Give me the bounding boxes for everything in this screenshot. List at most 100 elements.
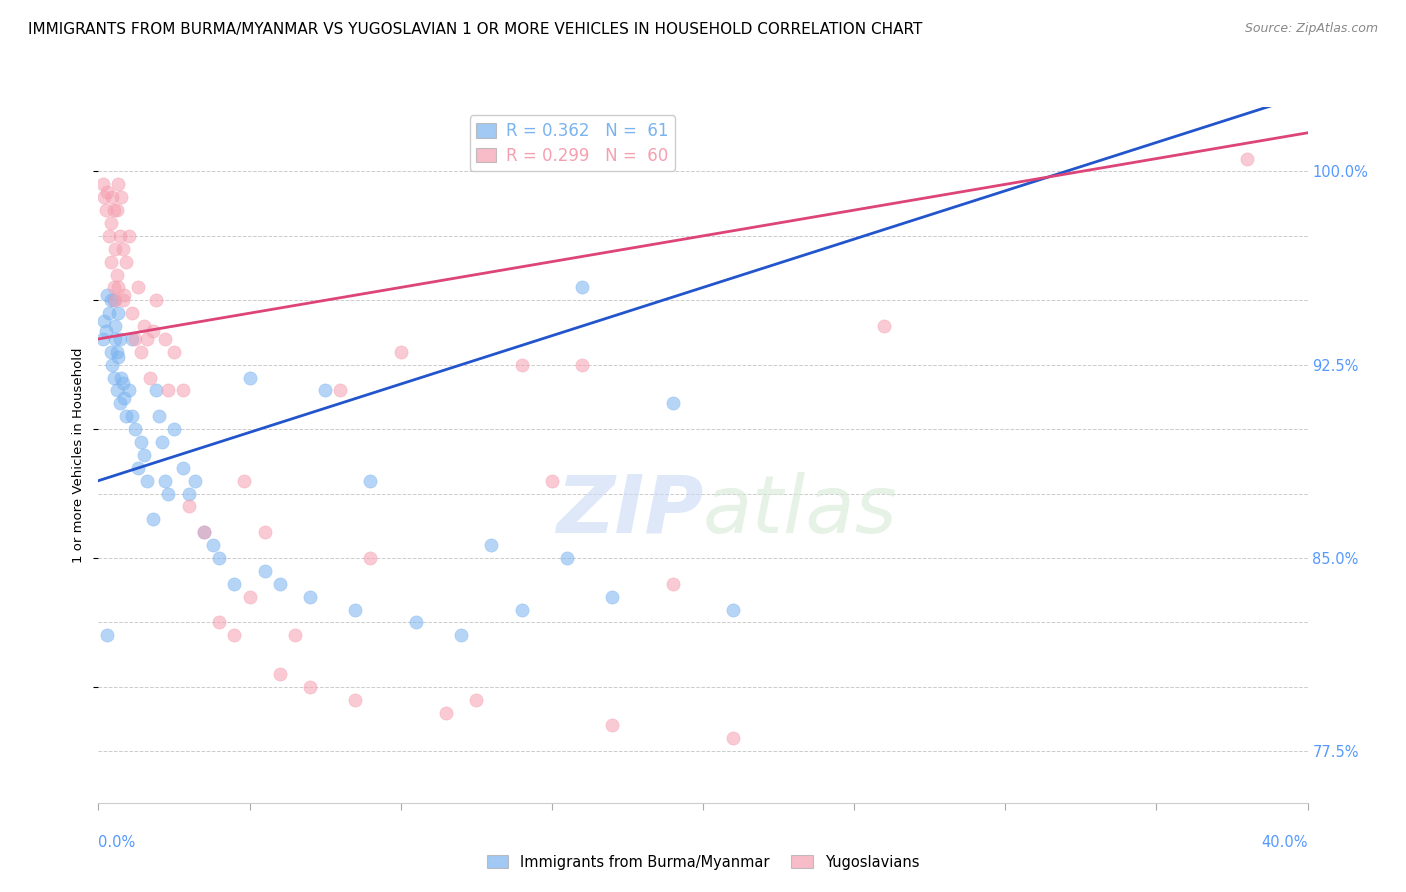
Point: [571, 280, 593, 294]
Point: [110, 370, 132, 384]
Point: [1236, 152, 1258, 166]
Point: [873, 319, 896, 334]
Point: [450, 628, 472, 642]
Point: [224, 628, 246, 642]
Point: [107, 280, 129, 294]
Point: [111, 293, 134, 308]
Point: [145, 384, 167, 398]
Point: [142, 324, 165, 338]
Point: [142, 512, 165, 526]
Point: [105, 203, 128, 218]
Point: [118, 384, 141, 398]
Point: [107, 350, 129, 364]
Point: [163, 344, 186, 359]
Point: [723, 602, 745, 616]
Point: [465, 692, 488, 706]
Point: [132, 448, 155, 462]
Point: [94, 324, 117, 338]
Point: [662, 576, 685, 591]
Point: [481, 538, 503, 552]
Text: 0.0%: 0.0%: [98, 836, 135, 850]
Point: [110, 190, 132, 204]
Point: [156, 486, 179, 500]
Point: [163, 422, 186, 436]
Point: [232, 474, 254, 488]
Point: [93, 190, 115, 204]
Point: [121, 409, 143, 424]
Point: [132, 319, 155, 334]
Point: [329, 384, 352, 398]
Point: [253, 564, 276, 578]
Point: [107, 178, 129, 192]
Point: [555, 551, 578, 566]
Point: [108, 228, 131, 243]
Point: [108, 396, 131, 410]
Text: 40.0%: 40.0%: [1261, 836, 1308, 850]
Point: [91, 178, 114, 192]
Point: [101, 190, 124, 204]
Point: [723, 731, 745, 746]
Point: [405, 615, 427, 630]
Point: [103, 370, 125, 384]
Point: [344, 602, 367, 616]
Point: [269, 667, 291, 681]
Point: [121, 306, 143, 320]
Point: [571, 358, 593, 372]
Point: [269, 576, 291, 591]
Point: [662, 396, 685, 410]
Point: [602, 590, 624, 604]
Point: [239, 370, 262, 384]
Point: [224, 576, 246, 591]
Point: [108, 332, 131, 346]
Y-axis label: 1 or more Vehicles in Household: 1 or more Vehicles in Household: [72, 347, 86, 563]
Point: [100, 216, 122, 230]
Point: [150, 435, 173, 450]
Point: [121, 332, 143, 346]
Point: [98, 228, 121, 243]
Point: [139, 370, 162, 384]
Text: IMMIGRANTS FROM BURMA/MYANMAR VS YUGOSLAVIAN 1 OR MORE VEHICLES IN HOUSEHOLD COR: IMMIGRANTS FROM BURMA/MYANMAR VS YUGOSLA…: [28, 22, 922, 37]
Point: [253, 525, 276, 540]
Point: [127, 460, 149, 475]
Point: [510, 358, 533, 372]
Legend: Immigrants from Burma/Myanmar, Yugoslavians: Immigrants from Burma/Myanmar, Yugoslavi…: [481, 849, 925, 876]
Point: [202, 538, 225, 552]
Point: [172, 460, 194, 475]
Point: [111, 242, 134, 256]
Text: atlas: atlas: [703, 472, 898, 549]
Point: [104, 332, 127, 346]
Text: Source: ZipAtlas.com: Source: ZipAtlas.com: [1244, 22, 1378, 36]
Point: [208, 551, 231, 566]
Point: [145, 293, 167, 308]
Point: [172, 384, 194, 398]
Point: [112, 391, 135, 405]
Point: [112, 288, 135, 302]
Point: [153, 474, 176, 488]
Point: [107, 306, 129, 320]
Point: [127, 280, 149, 294]
Point: [434, 706, 457, 720]
Point: [156, 384, 179, 398]
Point: [179, 500, 201, 514]
Point: [148, 409, 170, 424]
Point: [103, 280, 125, 294]
Point: [299, 680, 322, 694]
Point: [129, 435, 152, 450]
Point: [114, 409, 136, 424]
Point: [105, 268, 128, 282]
Point: [541, 474, 564, 488]
Point: [510, 602, 533, 616]
Point: [91, 332, 114, 346]
Point: [103, 203, 125, 218]
Point: [208, 615, 231, 630]
Point: [124, 332, 146, 346]
Point: [284, 628, 307, 642]
Point: [135, 474, 157, 488]
Point: [94, 203, 117, 218]
Point: [96, 288, 118, 302]
Point: [114, 254, 136, 268]
Point: [135, 332, 157, 346]
Point: [111, 376, 134, 390]
Point: [101, 358, 124, 372]
Point: [314, 384, 336, 398]
